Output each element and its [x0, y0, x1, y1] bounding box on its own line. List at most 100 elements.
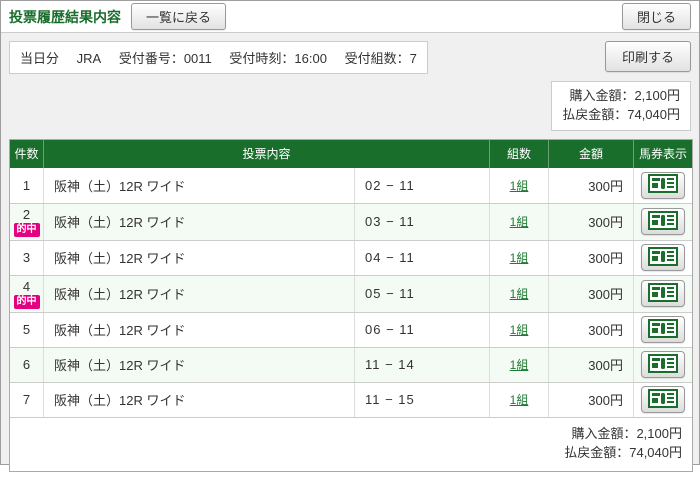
betting-ticket-icon [648, 282, 678, 305]
row-ticket-cell [634, 168, 692, 203]
header-content: 投票内容 [44, 139, 490, 168]
close-button[interactable]: 閉じる [621, 3, 691, 30]
row-numbers-cell: 02 − 11 [355, 167, 490, 203]
row-amount-cell: 300円 [549, 240, 634, 275]
betting-ticket-icon [648, 318, 678, 341]
row-sets-cell: 1組 [490, 312, 549, 347]
bet-numbers: 02 − 11 [365, 177, 415, 193]
print-button[interactable]: 印刷する [604, 41, 691, 72]
sets-link[interactable]: 1組 [509, 323, 529, 338]
race-name: 阪神（土）12R ワイド [54, 393, 186, 409]
bet-numbers: 11 − 14 [365, 357, 415, 373]
row-sets-cell: 1組 [490, 240, 549, 275]
header-amount: 金額 [549, 139, 634, 168]
table-row: 5 阪神（土）12R ワイド 06 − 11 1組 300円 [10, 311, 692, 347]
row-race-cell: 阪神（土）12R ワイド [44, 167, 355, 203]
row-count-cell: 6 [10, 347, 44, 382]
purchase-amount: 購入金額：2,100円 [569, 88, 680, 103]
row-race-cell: 阪神（土）12R ワイド [44, 347, 355, 382]
row-ticket-cell [634, 313, 692, 347]
titlebar: 投票履歴結果内容 一覧に戻る 閉じる [1, 1, 699, 33]
row-numbers-cell: 11 − 15 [355, 382, 490, 417]
row-amount-cell: 300円 [549, 347, 634, 382]
race-name: 阪神（土）12R ワイド [54, 287, 186, 303]
row-sets-cell: 1組 [490, 167, 549, 203]
row-sets-cell: 1組 [490, 382, 549, 417]
show-ticket-button[interactable] [641, 351, 685, 379]
bet-amount: 300円 [588, 287, 623, 303]
row-ticket-cell [634, 383, 692, 417]
row-race-cell: 阪神（土）12R ワイド [44, 312, 355, 347]
hit-badge: 的中 [13, 294, 40, 309]
sets-link[interactable]: 1組 [509, 215, 529, 230]
row-race-cell: 阪神（土）12R ワイド [44, 203, 355, 240]
table-body: 1 阪神（土）12R ワイド 02 − 11 1組 300円 [10, 167, 692, 417]
race-name: 阪神（土）12R ワイド [54, 215, 186, 231]
row-numbers-cell: 03 − 11 [355, 203, 490, 240]
bet-amount: 300円 [588, 215, 623, 231]
betting-ticket-icon [648, 210, 678, 233]
table-row: 7 阪神（土）12R ワイド 11 − 15 1組 300円 [10, 381, 692, 417]
header-ticket: 馬券表示 [638, 147, 687, 162]
page-title: 投票履歴結果内容 [9, 8, 121, 25]
sets-link[interactable]: 1組 [509, 358, 529, 373]
row-number: 2 [22, 206, 31, 222]
content-area: 当日分 JRA 受付番号：0011 受付時刻：16:00 受付組数：7 印刷する… [1, 33, 699, 480]
row-count-cell: 7 [10, 382, 44, 417]
bet-amount: 300円 [588, 358, 623, 374]
row-ticket-cell [634, 241, 692, 275]
table-row: 2 的中 阪神（土）12R ワイド 03 − 11 1組 300円 [10, 202, 692, 240]
show-ticket-button[interactable] [641, 171, 685, 199]
row-number: 4 [22, 278, 31, 294]
sets-link[interactable]: 1組 [509, 393, 529, 408]
sets-link[interactable]: 1組 [509, 251, 529, 266]
bet-amount: 300円 [588, 251, 623, 267]
row-sets-cell: 1組 [490, 347, 549, 382]
row-ticket-cell [634, 276, 692, 312]
show-ticket-button[interactable] [641, 316, 685, 344]
sets-link[interactable]: 1組 [509, 287, 529, 302]
show-ticket-button[interactable] [641, 386, 685, 414]
receipt-time: 受付時刻：16:00 [229, 51, 327, 66]
row-number: 7 [22, 392, 31, 408]
row-race-cell: 阪神（土）12R ワイド [44, 275, 355, 312]
show-ticket-button[interactable] [641, 280, 685, 308]
header-sets: 組数 [490, 139, 549, 168]
row-sets-cell: 1組 [490, 275, 549, 312]
show-ticket-button[interactable] [641, 244, 685, 272]
receipt-info-row: 当日分 JRA 受付番号：0011 受付時刻：16:00 受付組数：7 印刷する [9, 41, 691, 74]
summary-top-box: 購入金額：2,100円 払戻金額：74,040円 [551, 81, 691, 131]
row-amount-cell: 300円 [549, 275, 634, 312]
bet-amount: 300円 [588, 323, 623, 339]
betting-ticket-icon [648, 246, 678, 269]
receipt-number: 受付番号：0011 [118, 51, 212, 66]
row-count-cell: 5 [10, 312, 44, 347]
back-to-list-button[interactable]: 一覧に戻る [131, 3, 227, 30]
bet-numbers: 05 − 11 [365, 286, 415, 302]
table-footer-summary: 購入金額：2,100円 払戻金額：74,040円 [10, 416, 692, 471]
sets-link[interactable]: 1組 [509, 178, 529, 193]
row-count-cell: 1 [10, 167, 44, 203]
row-sets-cell: 1組 [490, 203, 549, 240]
row-count-cell: 3 [10, 240, 44, 275]
row-numbers-cell: 04 − 11 [355, 240, 490, 275]
receipt-day: 当日分 [20, 51, 60, 66]
row-numbers-cell: 11 − 14 [355, 347, 490, 382]
row-ticket-cell [634, 204, 692, 240]
show-ticket-button[interactable] [641, 208, 685, 236]
row-number: 6 [22, 357, 31, 373]
table-row: 1 阪神（土）12R ワイド 02 − 11 1組 300円 [10, 167, 692, 203]
row-number: 1 [22, 177, 31, 193]
row-amount-cell: 300円 [549, 312, 634, 347]
bet-numbers: 06 − 11 [365, 322, 415, 338]
bet-amount: 300円 [588, 178, 623, 194]
row-amount-cell: 300円 [549, 167, 634, 203]
row-amount-cell: 300円 [549, 382, 634, 417]
header-count: 件数 [10, 139, 44, 168]
bet-numbers: 11 − 15 [365, 392, 415, 408]
row-numbers-cell: 06 − 11 [355, 312, 490, 347]
race-name: 阪神（土）12R ワイド [54, 323, 186, 339]
row-number: 5 [22, 322, 31, 338]
betting-ticket-icon [648, 353, 678, 376]
